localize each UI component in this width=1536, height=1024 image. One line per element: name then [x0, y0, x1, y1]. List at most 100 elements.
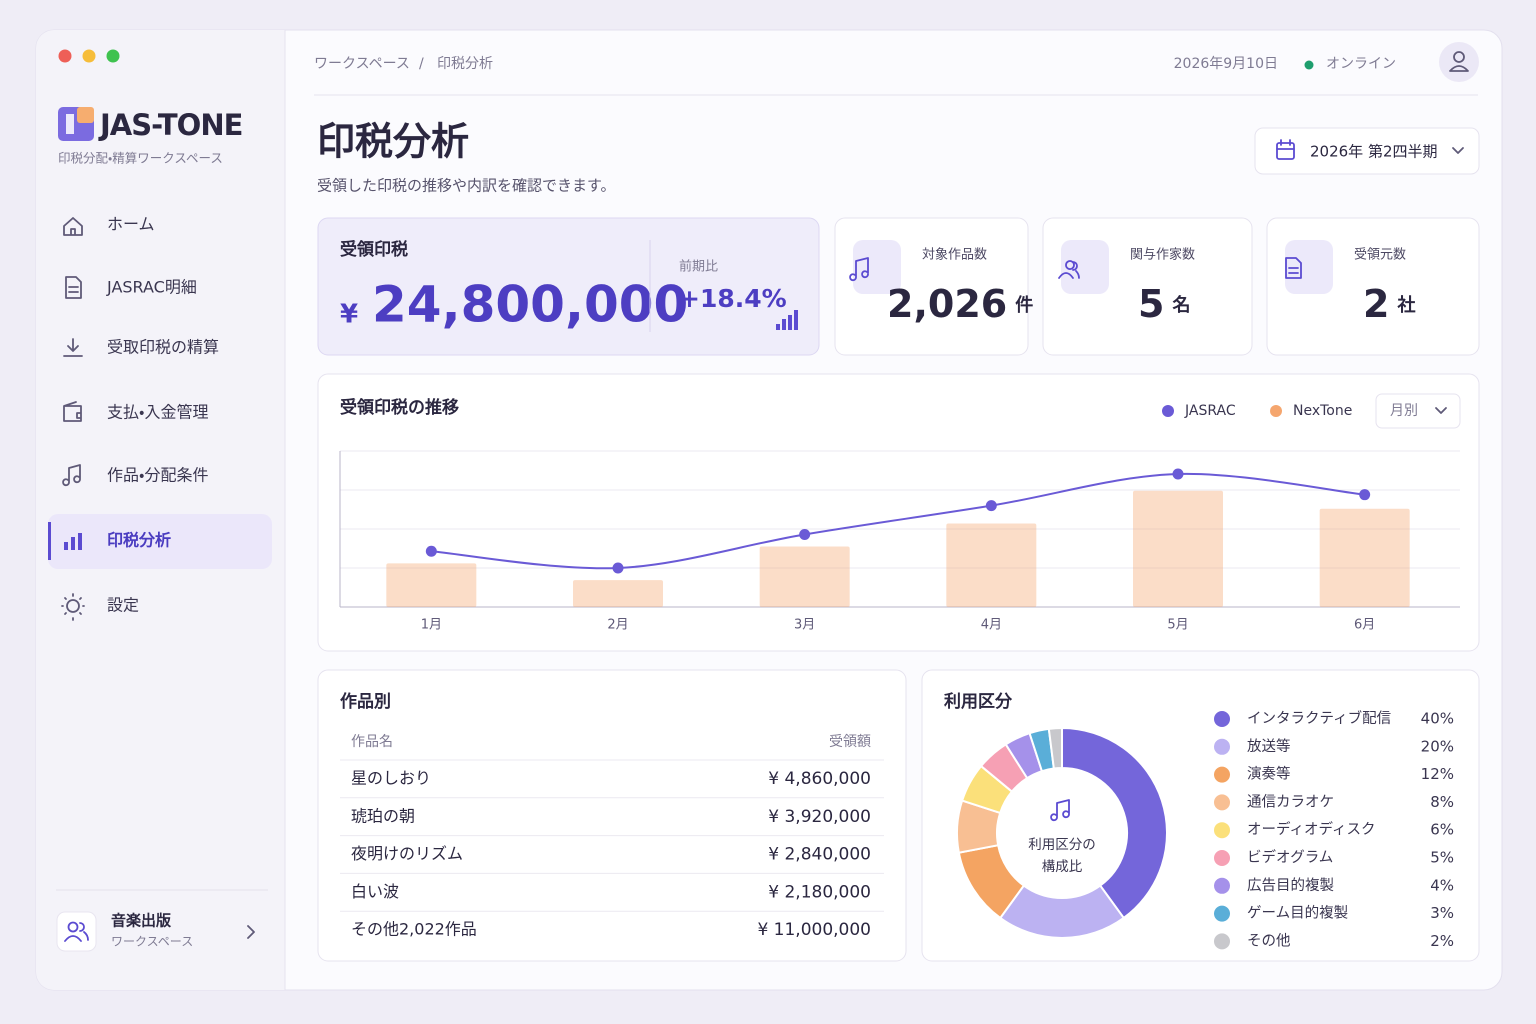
nav-item[interactable]: 印税分析 [48, 514, 272, 569]
donut-slice [1047, 726, 1063, 770]
account-role: ワークスペース [111, 935, 193, 949]
kpi-label: 受領印税 [340, 239, 408, 260]
value-label: 20% [1421, 737, 1454, 755]
legend-dot [1214, 877, 1230, 894]
breadcrumb-item[interactable]: ワークスペース [314, 56, 410, 72]
center-label: 利用区分の [1028, 837, 1096, 853]
kpi-value: 24,800,000 [372, 276, 688, 334]
legend-label: オーディオディスク [1247, 820, 1375, 838]
nav-label: 受取印税の精算 [107, 338, 219, 357]
bar [1319, 508, 1410, 607]
kpi-change-label: 前期比 [679, 259, 718, 275]
value-label: 4% [1430, 876, 1454, 894]
sidebar [36, 30, 285, 990]
legend-dot [1214, 738, 1230, 755]
minimize-button[interactable] [82, 49, 96, 63]
nav-icon [65, 276, 82, 299]
table-card [317, 669, 907, 962]
kpi-unit: 社 [1396, 294, 1415, 316]
kpi-icon-bg [1285, 240, 1333, 294]
legend-dot [1214, 711, 1230, 727]
trend-card [317, 373, 1480, 652]
kpi-icon [1058, 260, 1080, 279]
kpi-unit: 名 [1171, 294, 1190, 316]
nav-item[interactable]: 作品・分配条件 [62, 464, 208, 487]
nav-label: 作品・分配条件 [107, 466, 208, 485]
status-text: オンライン [1326, 56, 1396, 72]
kpi-card-label: 受領元数 [1354, 248, 1406, 263]
brand-name: JAS-TONE [98, 108, 242, 142]
work-name: 夜明けのリズム [351, 844, 463, 863]
x-tick-label: 6月 [1354, 618, 1375, 633]
kpi-icon [1285, 257, 1302, 279]
kpi-card-label: 対象作品数 [922, 248, 987, 263]
nav-icon [64, 542, 68, 550]
nav-label: 印税分析 [107, 531, 171, 550]
nav-label: 設定 [107, 596, 139, 615]
kpi-card: 受領元数 2 社 [1266, 217, 1480, 356]
brand-tagline: 印税分配・精算ワークスペース [58, 151, 223, 166]
kpi-card: 対象作品数 2,026 件 [834, 217, 1033, 356]
nav-icon [78, 533, 82, 550]
nav-item[interactable]: 設定 [61, 593, 139, 621]
kpi-number: 2 [1363, 282, 1389, 326]
legend-dot [1214, 794, 1230, 811]
page-subtitle: 受領した印税の推移や内訳を確認できます。 [317, 177, 616, 195]
work-name: 星のしおり [351, 769, 431, 788]
usage-title: 利用区分 [944, 691, 1013, 712]
donut-slice [1061, 726, 1168, 920]
user-avatar[interactable] [1439, 42, 1479, 82]
line-point [799, 528, 811, 540]
line-point [985, 500, 997, 512]
legend-label[interactable]: JASRAC [1184, 403, 1236, 419]
work-name: 白い波 [351, 882, 399, 901]
x-tick-label: 4月 [981, 618, 1002, 633]
column-header: 作品名 [351, 734, 393, 750]
nav-item[interactable]: 支払・入金管理 [63, 401, 208, 422]
legend-label: ビデオグラム [1247, 848, 1333, 866]
nav-item[interactable]: JASRAC明細 [65, 276, 197, 299]
legend-dot [1162, 405, 1174, 417]
nav-icon [61, 593, 85, 621]
nav-label: JASRAC明細 [106, 278, 197, 297]
account-switcher[interactable]: 音楽出版 ワークスペース [56, 911, 255, 952]
nav-active-bg [48, 514, 272, 569]
value-label: 6% [1430, 821, 1454, 839]
granularity-value: 月別 [1390, 403, 1418, 419]
close-button[interactable] [58, 49, 72, 63]
legend-dot [1214, 822, 1230, 839]
kpi-cards: 対象作品数 2,026 件 関与作家数 5 名 受領元数 2 社 [834, 217, 1480, 356]
nav-item[interactable]: ホーム [63, 215, 155, 236]
legend-label: その他 [1247, 932, 1291, 949]
period-selector[interactable]: 2026年 第2四半期 [1254, 127, 1480, 175]
column-header: 受領額 [829, 734, 871, 750]
nav-label: ホーム [107, 215, 155, 234]
value-label: 12% [1421, 765, 1454, 783]
kpi-currency: ¥ [340, 300, 358, 330]
table-title: 作品別 [340, 691, 391, 712]
kpi-change: +18.4% [679, 284, 787, 313]
legend-label: ゲーム目的複製 [1247, 905, 1348, 922]
nav-icon [71, 537, 75, 550]
granularity-select[interactable]: 月別 [1375, 393, 1461, 429]
line-series [431, 472, 1365, 570]
nav-icon [63, 401, 82, 422]
legend-label[interactable]: NexTone [1293, 403, 1352, 419]
legend-label: 演奏等 [1247, 765, 1291, 783]
x-tick-label: 3月 [794, 618, 815, 633]
kpi-icon-bg [853, 240, 901, 294]
zoom-button[interactable] [106, 49, 120, 63]
center-icon [1050, 799, 1070, 822]
account-name: 音楽出版 [111, 912, 172, 930]
legend-dot [1270, 405, 1282, 417]
work-amount: ¥ 4,860,000 [768, 769, 871, 789]
x-tick-label: 2月 [607, 618, 628, 633]
nav-item[interactable]: 受取印税の精算 [63, 338, 219, 357]
legend-dot [1214, 905, 1230, 922]
value-label: 3% [1430, 904, 1454, 922]
kpi-number: 2,026 [887, 282, 1007, 326]
